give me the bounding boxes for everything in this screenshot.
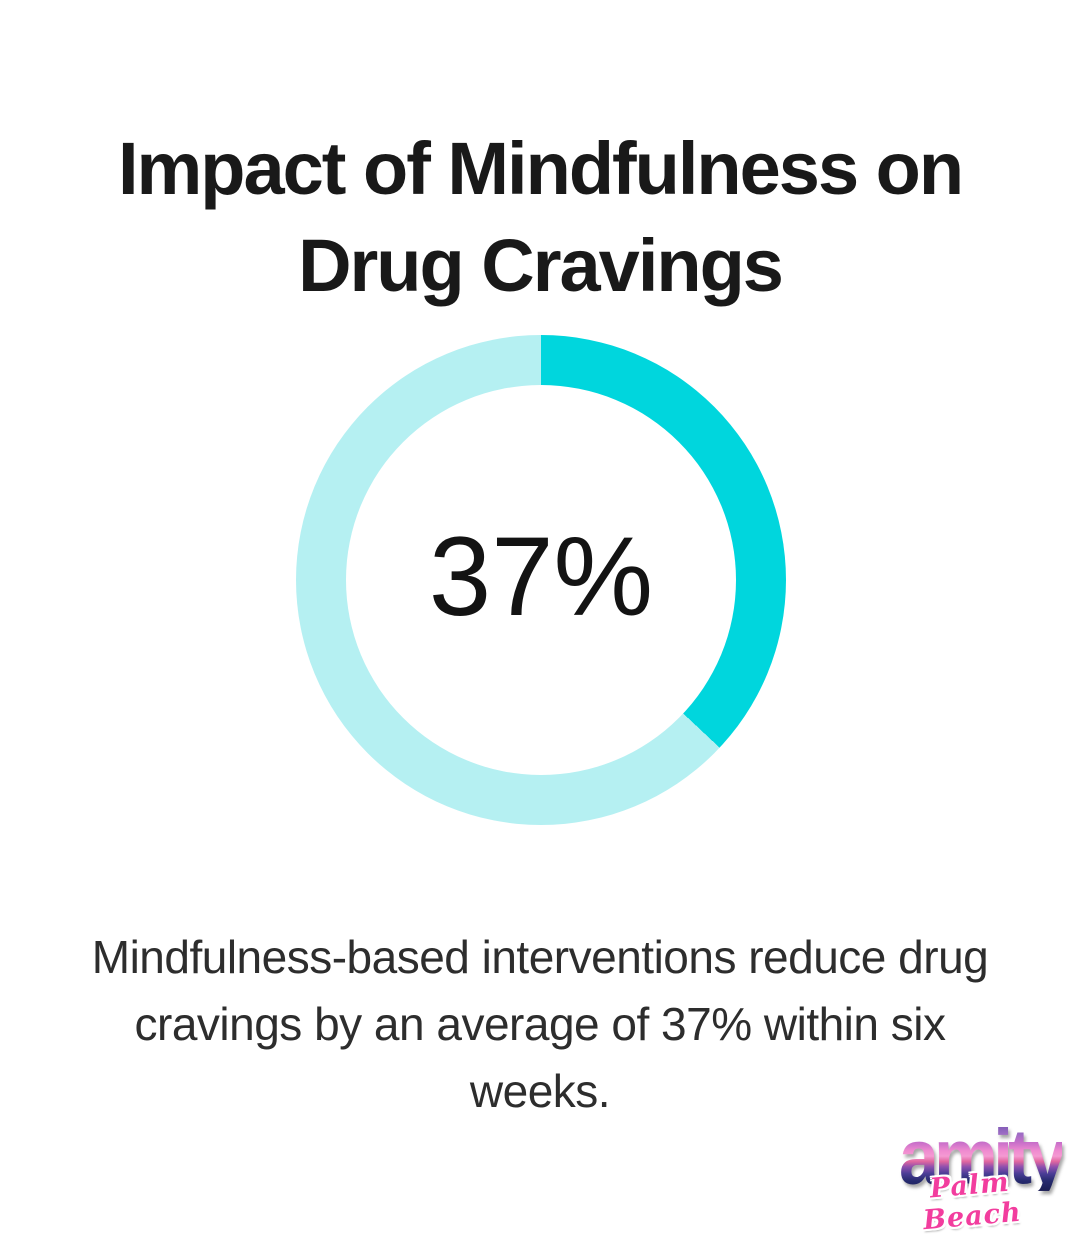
caption-text: Mindfulness-based interventions reduce d…	[91, 931, 989, 1117]
donut-hole: 37%	[346, 385, 736, 775]
brand-tagline-script: Palm Beach	[921, 1166, 1023, 1237]
donut-center-label: 37%	[428, 513, 654, 639]
donut-chart: 37%	[296, 335, 786, 825]
brand-wordmark: amity	[893, 1119, 1067, 1197]
brand-logo: amity Palm Beach	[893, 1119, 1067, 1237]
page-title: Impact of Mindfulness on Drug Cravings	[117, 126, 964, 307]
